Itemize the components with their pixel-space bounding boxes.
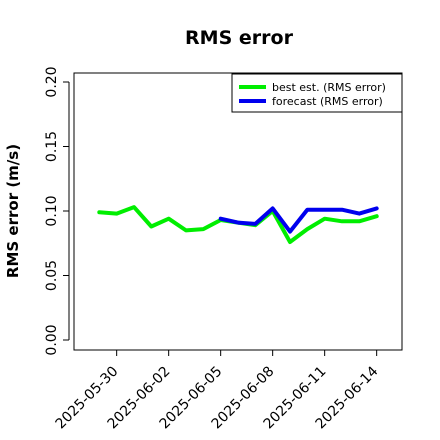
y-tick-label: 0.15 — [44, 131, 60, 162]
legend: best est. (RMS error) forecast (RMS erro… — [231, 73, 403, 113]
y-tick-label: 0.05 — [44, 260, 60, 291]
y-tick-label: 0.10 — [44, 195, 60, 226]
legend-label-best-est: best est. (RMS error) — [272, 81, 386, 94]
x-axis: 2025-05-302025-06-022025-06-052025-06-08… — [53, 349, 382, 432]
legend-box — [231, 73, 403, 113]
y-tick-label: 0.20 — [44, 66, 60, 97]
series-line-forecast — [218, 206, 379, 234]
legend-label-forecast: forecast (RMS error) — [272, 95, 383, 108]
chart-title: RMS error — [185, 27, 294, 49]
y-tick-label: 0.00 — [44, 324, 60, 355]
y-axis: 0.00 0.05 0.10 0.15 0.20 — [44, 66, 70, 356]
y-axis-label: RMS error (m/s) — [4, 144, 22, 278]
series-layer — [97, 205, 379, 244]
